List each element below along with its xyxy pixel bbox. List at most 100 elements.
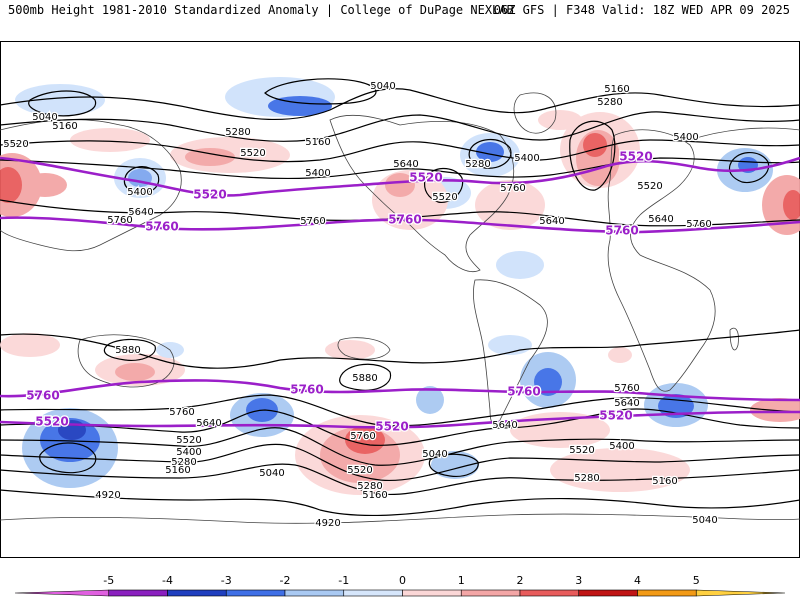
australia-coast — [77, 334, 175, 388]
contour-label: 5760 — [290, 383, 323, 397]
contour-label: 5640 — [196, 418, 221, 429]
contour-label: 4920 — [95, 490, 120, 501]
contour-label: 5400 — [176, 447, 201, 458]
closed-low-contour — [423, 167, 464, 204]
colorbar-segment — [225, 589, 286, 597]
contour-label: 5520 — [35, 415, 68, 429]
reference-contour-5760-north — [0, 216, 800, 234]
contour-label: 5640 — [614, 398, 639, 409]
south-america-coast — [473, 279, 548, 426]
contour-line — [0, 408, 800, 446]
anomaly-colorbar: -5 -4 -3 -2 -1 0 1 2 3 4 5 — [14, 574, 786, 597]
negative-anomaly-core — [476, 142, 504, 162]
reference-contour-5520-north — [0, 156, 800, 197]
colorbar-tick-labels: -5 -4 -3 -2 -1 0 1 2 3 4 5 — [103, 574, 699, 587]
colorbar-segment — [108, 589, 168, 597]
positive-anomaly-core — [345, 426, 385, 454]
negative-anomaly-area — [15, 84, 105, 116]
island-coast — [337, 337, 391, 360]
contour-label: 5280 — [574, 473, 599, 484]
positive-anomaly-core — [583, 133, 607, 157]
positive-anomaly-core — [185, 148, 235, 166]
contour-label: 5520 — [193, 188, 226, 202]
colorbar-segment — [402, 589, 462, 597]
colorbar-segment — [695, 589, 786, 597]
colorbar-tick-label: 1 — [458, 574, 465, 587]
closed-low-contour — [264, 78, 377, 105]
positive-anomaly-core — [0, 167, 22, 203]
contour-line — [0, 489, 800, 517]
contour-label: 5160 — [52, 121, 77, 132]
contour-line — [0, 329, 800, 369]
contour-label: 5760 — [169, 407, 194, 418]
contour-label: 5760 — [145, 220, 178, 234]
colorbar-tick-label: 4 — [634, 574, 641, 587]
contour-label: 5280 — [225, 127, 250, 138]
contour-label: 5640 — [128, 207, 153, 218]
colorbar-tick-label: -4 — [162, 574, 173, 587]
colorbar-tick-label: 2 — [517, 574, 524, 587]
antarctica-coast — [0, 513, 800, 524]
positive-anomaly-core — [115, 363, 155, 381]
negative-anomaly-area — [496, 251, 544, 279]
closed-low-contour — [428, 453, 479, 477]
colorbar-tick-label: 3 — [575, 574, 582, 587]
contour-label: 5520 — [409, 171, 442, 185]
colorbar-tick-label: 0 — [399, 574, 406, 587]
contour-label: 5760 — [388, 213, 421, 227]
colorbar-tick-label: -2 — [280, 574, 291, 587]
contour-label: 5520 — [637, 181, 662, 192]
positive-anomaly-area — [23, 173, 67, 197]
north-america-coast — [329, 114, 515, 272]
contour-label: 5040 — [32, 112, 57, 123]
contour-label: 5640 — [539, 216, 564, 227]
contour-label: 5280 — [597, 97, 622, 108]
contour-label: 5040 — [422, 449, 447, 460]
contour-label: 5880 — [115, 345, 140, 356]
positive-anomaly-area — [538, 110, 582, 130]
contour-label: 5520 — [176, 435, 201, 446]
colorbar-segment — [343, 589, 403, 597]
colorbar-segment — [460, 589, 521, 597]
closed-low-contour — [468, 139, 512, 169]
contour-label: 5040 — [370, 81, 395, 92]
map-panel: 5040 516052805040516055205280516055205400… — [0, 41, 800, 558]
contour-label: 5640 — [648, 214, 673, 225]
europe-africa-coast — [607, 129, 716, 392]
contour-label: 5640 — [492, 420, 517, 431]
contour-label: 5400 — [609, 441, 634, 452]
contour-label: 5160 — [305, 137, 330, 148]
colorbar-segment — [519, 589, 580, 597]
contour-label: 5520 — [432, 192, 457, 203]
positive-anomaly-area — [475, 180, 545, 230]
contour-line — [0, 443, 800, 482]
contour-line — [0, 394, 800, 427]
contour-line — [0, 157, 800, 180]
negative-anomaly-area — [416, 386, 444, 414]
contour-label: 4920 — [315, 518, 340, 529]
positive-anomaly-area — [608, 347, 632, 363]
contour-label: 5280 — [357, 481, 382, 492]
colorbar-tick-label: 5 — [693, 574, 700, 587]
closed-low-contour — [39, 442, 97, 474]
contour-label: 5520 — [599, 409, 632, 423]
contour-label: 5760 — [614, 383, 639, 394]
colorbar-segment — [637, 589, 697, 597]
contour-line — [0, 111, 800, 142]
colorbar-tick-label: -5 — [103, 574, 114, 587]
contour-label: 5040 — [692, 515, 717, 526]
closed-low-contour — [123, 166, 160, 194]
contour-label: 5160 — [604, 84, 629, 95]
contour-label: 5400 — [673, 132, 698, 143]
colorbar-segment — [14, 589, 110, 597]
contour-line — [0, 199, 800, 227]
contour-line — [0, 427, 800, 466]
contour-label: 5520 — [3, 139, 28, 150]
contour-label: 5160 — [362, 490, 387, 501]
reference-contours — [0, 156, 800, 429]
positive-anomaly-area — [550, 448, 690, 492]
contour-label: 5880 — [352, 373, 377, 384]
positive-anomaly-area — [70, 128, 150, 152]
positive-anomaly-area — [325, 340, 375, 360]
